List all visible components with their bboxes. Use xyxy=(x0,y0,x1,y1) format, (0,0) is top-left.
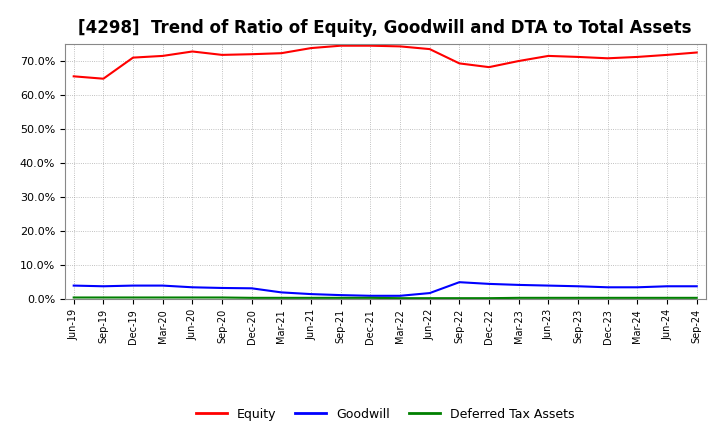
Equity xyxy=(188,49,197,54)
Equity xyxy=(396,44,405,49)
Equity xyxy=(366,43,374,48)
Equity xyxy=(544,53,553,59)
Goodwill xyxy=(336,293,345,298)
Deferred Tax Assets xyxy=(396,296,405,301)
Goodwill xyxy=(485,281,493,286)
Equity xyxy=(574,54,582,59)
Equity xyxy=(603,55,612,61)
Goodwill xyxy=(662,284,671,289)
Goodwill xyxy=(455,279,464,285)
Goodwill xyxy=(307,291,315,297)
Deferred Tax Assets xyxy=(455,296,464,301)
Goodwill xyxy=(188,285,197,290)
Equity xyxy=(99,76,108,81)
Deferred Tax Assets xyxy=(158,295,167,300)
Equity xyxy=(277,51,286,56)
Deferred Tax Assets xyxy=(544,295,553,301)
Deferred Tax Assets xyxy=(69,295,78,300)
Equity xyxy=(158,53,167,59)
Equity xyxy=(455,61,464,66)
Legend: Equity, Goodwill, Deferred Tax Assets: Equity, Goodwill, Deferred Tax Assets xyxy=(191,403,580,425)
Goodwill xyxy=(277,290,286,295)
Equity xyxy=(633,54,642,59)
Line: Deferred Tax Assets: Deferred Tax Assets xyxy=(73,297,697,298)
Deferred Tax Assets xyxy=(426,296,434,301)
Deferred Tax Assets xyxy=(248,295,256,301)
Goodwill xyxy=(69,283,78,288)
Deferred Tax Assets xyxy=(277,295,286,301)
Equity xyxy=(129,55,138,60)
Goodwill xyxy=(603,285,612,290)
Goodwill xyxy=(366,293,374,298)
Deferred Tax Assets xyxy=(188,295,197,300)
Equity xyxy=(662,52,671,58)
Deferred Tax Assets xyxy=(99,295,108,300)
Equity xyxy=(693,50,701,55)
Equity xyxy=(485,65,493,70)
Equity xyxy=(69,73,78,79)
Deferred Tax Assets xyxy=(129,295,138,300)
Goodwill xyxy=(633,285,642,290)
Deferred Tax Assets xyxy=(217,295,226,300)
Deferred Tax Assets xyxy=(514,295,523,301)
Equity xyxy=(426,47,434,52)
Goodwill xyxy=(544,283,553,288)
Equity xyxy=(514,59,523,64)
Goodwill xyxy=(248,286,256,291)
Deferred Tax Assets xyxy=(485,296,493,301)
Equity xyxy=(336,43,345,48)
Line: Goodwill: Goodwill xyxy=(73,282,697,296)
Goodwill xyxy=(514,282,523,288)
Deferred Tax Assets xyxy=(693,295,701,301)
Goodwill xyxy=(158,283,167,288)
Equity xyxy=(217,52,226,58)
Deferred Tax Assets xyxy=(336,295,345,301)
Goodwill xyxy=(574,284,582,289)
Goodwill xyxy=(426,290,434,296)
Deferred Tax Assets xyxy=(366,295,374,301)
Goodwill xyxy=(217,285,226,290)
Deferred Tax Assets xyxy=(574,295,582,301)
Line: Equity: Equity xyxy=(73,46,697,79)
Goodwill xyxy=(396,293,405,298)
Goodwill xyxy=(129,283,138,288)
Equity xyxy=(248,51,256,57)
Deferred Tax Assets xyxy=(633,295,642,301)
Deferred Tax Assets xyxy=(662,295,671,301)
Title: [4298]  Trend of Ratio of Equity, Goodwill and DTA to Total Assets: [4298] Trend of Ratio of Equity, Goodwil… xyxy=(78,19,692,37)
Deferred Tax Assets xyxy=(603,295,612,301)
Goodwill xyxy=(99,284,108,289)
Equity xyxy=(307,45,315,51)
Deferred Tax Assets xyxy=(307,295,315,301)
Goodwill xyxy=(693,284,701,289)
